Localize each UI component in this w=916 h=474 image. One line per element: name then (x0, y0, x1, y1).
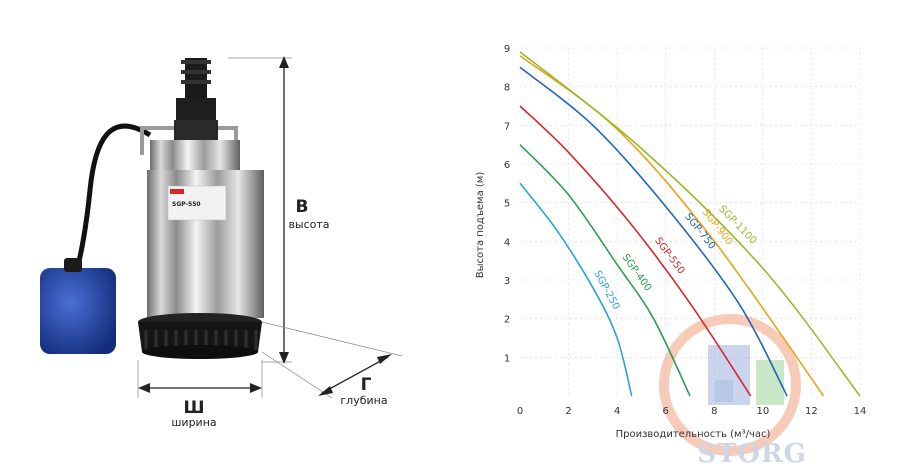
x-tick-label: 0 (517, 406, 523, 417)
width-letter: Ш (183, 398, 204, 418)
x-tick-label: 14 (854, 406, 867, 417)
x-tick-label: 6 (663, 406, 669, 417)
float-cable (73, 123, 152, 273)
x-tick-label: 2 (565, 406, 571, 417)
series-label-sgp-550: SGP-550 (652, 236, 686, 277)
pump-label-model: SGP-550 (172, 201, 201, 208)
y-tick-label: 9 (504, 44, 510, 55)
y-tick-label: 1 (504, 353, 510, 364)
series-line-sgp-750 (519, 66, 788, 397)
y-tick-label: 6 (504, 160, 510, 171)
storg-watermark: STORG (659, 314, 807, 469)
pump-top-cap (150, 140, 240, 172)
width-word: ширина (171, 416, 216, 429)
x-tick-label: 8 (711, 406, 717, 417)
pump-outlet (174, 58, 218, 146)
product-illustration: SGP-550 В высота Ш ширина Г глубина (40, 56, 403, 429)
pump-base (138, 313, 262, 359)
series-line-sgp-400 (519, 144, 691, 397)
y-tick-label: 4 (504, 237, 510, 248)
series-label-sgp-250: SGP-250 (591, 269, 621, 312)
series-label-sgp-400: SGP-400 (620, 252, 654, 293)
series-line-sgp-1100 (519, 51, 861, 397)
height-letter: В (296, 197, 309, 217)
chart-series (519, 51, 861, 397)
height-dimension: В высота (228, 56, 330, 364)
series-line-sgp-250 (519, 182, 633, 397)
height-word: высота (288, 218, 329, 231)
y-tick-label: 3 (504, 276, 510, 287)
y-tick-label: 5 (504, 199, 510, 210)
y-tick-label: 8 (504, 83, 510, 94)
depth-dimension: Г глубина (261, 321, 403, 407)
series-line-sgp-550 (519, 105, 752, 397)
width-dimension: Ш ширина (137, 360, 263, 429)
float-switch (40, 258, 116, 354)
x-tick-label: 4 (614, 406, 620, 417)
x-tick-label: 10 (756, 406, 769, 417)
chart-grid (520, 47, 861, 396)
x-tick-label: 12 (805, 406, 818, 417)
watermark-text: STORG (697, 439, 807, 469)
pump-label-badge: SGP-550 (167, 185, 227, 221)
y-tick-label: 2 (504, 315, 510, 326)
depth-letter: Г (361, 375, 372, 395)
y-axis-label: Высота подъема (м) (475, 172, 486, 279)
x-axis-label: Производительность (м³/час) (616, 429, 771, 440)
y-tick-label: 7 (504, 121, 510, 132)
depth-word: глубина (340, 394, 387, 407)
